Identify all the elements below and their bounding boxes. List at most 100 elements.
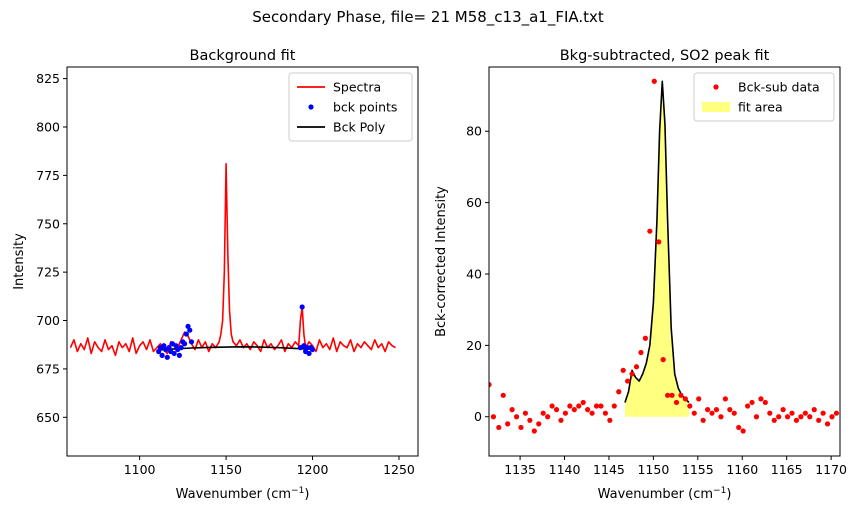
x-tick-label: 1200 bbox=[297, 462, 329, 477]
plot-area bbox=[69, 162, 396, 360]
x-tick-label: 1165 bbox=[771, 462, 803, 477]
x-tick-label: 1100 bbox=[124, 462, 156, 477]
bck-sub-data-point bbox=[558, 417, 564, 423]
bck-sub-data-point bbox=[642, 335, 648, 341]
bck-sub-data-point bbox=[816, 417, 822, 423]
bck-sub-data-point bbox=[513, 414, 520, 420]
x-tick-label: 1145 bbox=[593, 462, 625, 477]
bck-points-point bbox=[187, 327, 193, 333]
legend-swatch-bck-points bbox=[308, 104, 314, 110]
y-axis-label: Bck-corrected Intensity bbox=[434, 186, 449, 337]
y-tick-label: 750 bbox=[36, 216, 60, 231]
bck-sub-data-point bbox=[602, 410, 609, 416]
bck-sub-data-point bbox=[567, 403, 573, 409]
bck-sub-data-point bbox=[798, 414, 804, 420]
bck-sub-data-point bbox=[611, 403, 617, 409]
bck-sub-data-point bbox=[833, 410, 840, 416]
bck-sub-data-point bbox=[718, 414, 724, 420]
x-axis-label-tail: ) bbox=[304, 487, 309, 502]
bck-sub-data-point bbox=[509, 407, 515, 413]
y-tick-label: 700 bbox=[36, 313, 60, 328]
bck-sub-data-point bbox=[673, 399, 680, 406]
bck-points-point bbox=[164, 354, 170, 360]
chart-title: Bkg-subtracted, SO2 peak fit bbox=[560, 48, 770, 64]
x-axis-label-main: Wavenumber (cm bbox=[598, 487, 713, 502]
bck-points-point bbox=[185, 323, 191, 329]
bck-sub-data-point bbox=[700, 417, 706, 423]
fit-line bbox=[624, 80, 690, 404]
bck-sub-data-point bbox=[767, 410, 773, 416]
y-tick-label: 675 bbox=[36, 361, 60, 376]
bck-points-point bbox=[188, 339, 195, 345]
bck-sub-data-point bbox=[545, 414, 551, 420]
bck-sub-data-point bbox=[585, 407, 591, 413]
bck-sub-data-point bbox=[669, 392, 675, 398]
bck-sub-data-point bbox=[696, 396, 702, 402]
bck-sub-data-point bbox=[540, 410, 546, 416]
bck-sub-data-point bbox=[536, 421, 542, 427]
y-tick-label: 650 bbox=[36, 410, 60, 425]
spectra-line bbox=[69, 162, 396, 357]
bck-sub-data-point bbox=[580, 399, 586, 406]
peak-fit-chart: Bkg-subtracted, SO2 peak fit 1135 1140 1145… bbox=[434, 48, 847, 502]
bck-sub-data-point bbox=[598, 403, 604, 409]
bck-sub-data-point bbox=[802, 410, 808, 416]
x-tick-label: 1140 bbox=[549, 462, 581, 477]
bck-sub-data-point bbox=[691, 410, 697, 416]
bck-points-point bbox=[176, 352, 182, 358]
bck-sub-data-point bbox=[687, 403, 693, 409]
y-tick-label: 60 bbox=[466, 195, 482, 210]
bck-sub-data-point bbox=[789, 410, 795, 416]
bck-points-point bbox=[178, 345, 184, 351]
x-axis-label-sup: −1 bbox=[713, 486, 726, 496]
axes-frame bbox=[488, 66, 841, 457]
legend-label-bck-poly: Bck Poly bbox=[333, 120, 386, 135]
x-axis-label-main: Wavenumber (cm bbox=[176, 487, 291, 502]
bck-sub-data-point bbox=[736, 424, 742, 431]
bck-sub-data-point bbox=[522, 410, 529, 416]
x-tick-label: 1155 bbox=[682, 462, 714, 477]
bck-sub-data-point bbox=[489, 382, 492, 388]
bck-sub-data-point bbox=[753, 414, 760, 420]
bck-sub-data-point bbox=[647, 228, 653, 234]
bck-sub-data-point bbox=[709, 410, 715, 416]
bck-sub-data-point bbox=[727, 407, 733, 413]
bck-sub-data-point bbox=[518, 424, 524, 431]
bck-sub-data-point bbox=[500, 392, 506, 398]
bck-sub-data-point bbox=[616, 389, 622, 395]
bck-sub-data-point bbox=[722, 396, 728, 402]
bck-sub-data-point bbox=[531, 428, 537, 434]
bck-sub-data-point bbox=[593, 403, 600, 409]
bck-sub-data-point bbox=[665, 392, 671, 398]
bck-points-point bbox=[183, 331, 189, 337]
bck-sub-data-point bbox=[780, 407, 786, 413]
bck-sub-data-point bbox=[793, 417, 800, 423]
fit-area-fill bbox=[624, 81, 689, 417]
x-axis-label-tail: ) bbox=[726, 487, 731, 502]
legend-label-spectra: Spectra bbox=[333, 80, 381, 95]
bck-sub-data-point bbox=[660, 357, 666, 363]
x-axis-label: Wavenumber (cm−1) bbox=[176, 486, 310, 502]
bck-sub-data-point bbox=[505, 421, 511, 427]
y-tick-label: 0 bbox=[474, 409, 482, 424]
plot-area bbox=[489, 78, 840, 434]
x-axis-label: Wavenumber (cm−1) bbox=[598, 486, 732, 502]
bck-sub-data-point bbox=[571, 407, 577, 413]
legend-swatch-fit-area bbox=[702, 102, 730, 112]
bck-points-point bbox=[171, 350, 177, 357]
y-tick-label: 725 bbox=[36, 265, 60, 280]
bck-points-point bbox=[166, 345, 172, 351]
bck-sub-data-point bbox=[562, 410, 569, 416]
bck-sub-data-point bbox=[682, 396, 688, 402]
bck-sub-data-point bbox=[740, 428, 746, 434]
x-tick-label: 1135 bbox=[504, 462, 536, 477]
bck-sub-data-point bbox=[744, 403, 751, 409]
y-tick-label: 80 bbox=[466, 124, 482, 139]
y-tick-label: 40 bbox=[466, 266, 482, 281]
background-fit-chart: Background fit 1100 1150 1200 1250 650 675 700 7… bbox=[12, 48, 419, 502]
bck-sub-data-point bbox=[496, 424, 502, 431]
y-tick-label: 825 bbox=[36, 71, 60, 86]
bck-sub-data-point bbox=[731, 410, 737, 416]
bck-points-point bbox=[173, 343, 179, 349]
